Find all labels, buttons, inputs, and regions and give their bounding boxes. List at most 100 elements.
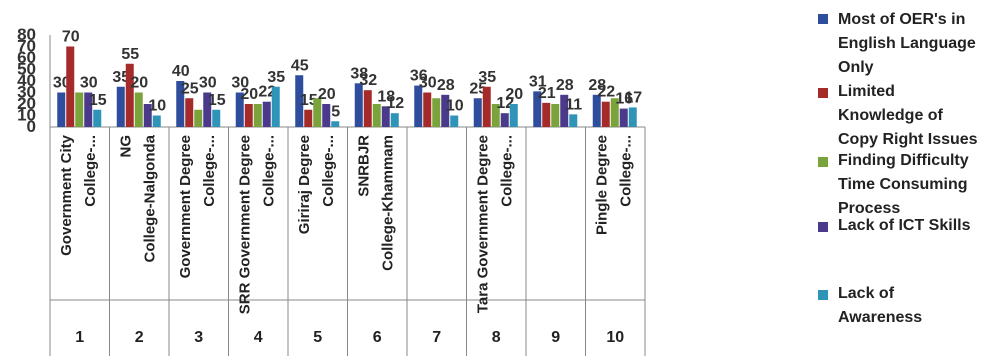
category-label-group: SRR Government Degree College-...: [236, 135, 277, 314]
data-label: 32: [359, 72, 377, 89]
y-tick-label: 20: [17, 94, 36, 113]
bar: [84, 92, 93, 127]
data-label: 20: [318, 86, 336, 103]
bar: [313, 98, 322, 127]
y-tick-label: 60: [17, 48, 36, 67]
bar: [134, 92, 143, 127]
legend-label: Limited Knowledge of Copy Right Issues: [838, 83, 978, 148]
bar: [560, 94, 569, 127]
data-label: 30: [231, 75, 249, 92]
bar: [363, 90, 372, 127]
data-label: 20: [130, 75, 148, 92]
data-label: 28: [588, 77, 606, 94]
y-tick-label: 10: [17, 106, 36, 125]
category-label: Giriraj Degree College-...: [296, 135, 337, 234]
bar: [194, 109, 203, 127]
bar: [482, 86, 491, 127]
data-label: 31: [529, 73, 547, 90]
legend-label: Lack of ICT Skills: [838, 217, 971, 234]
legend-swatch: [818, 157, 828, 167]
data-label: 45: [291, 57, 309, 74]
bar: [176, 81, 185, 127]
category-label-group: SNRBJR College-Khammam: [355, 135, 396, 271]
data-label: 25: [181, 80, 199, 97]
bar: [244, 104, 253, 127]
bar: [500, 113, 509, 127]
data-label: 38: [350, 65, 368, 82]
category-number: 10: [606, 329, 624, 346]
data-label: 30: [199, 75, 217, 92]
bar: [601, 101, 610, 127]
data-label: 11: [565, 96, 582, 113]
bar: [491, 104, 500, 127]
bar: [542, 102, 551, 127]
category-number: 6: [373, 329, 382, 346]
data-label: 36: [410, 68, 428, 85]
bar: [628, 107, 637, 127]
data-label: 16: [615, 91, 633, 108]
bar: [235, 92, 244, 127]
category-number: 2: [135, 329, 144, 346]
y-tick-label: 30: [17, 83, 36, 102]
y-tick-label: 0: [27, 117, 36, 136]
category-label: Tara Government Degree College-...: [474, 135, 515, 313]
bar: [551, 104, 560, 127]
bar: [432, 98, 441, 127]
category-number: 7: [432, 329, 441, 346]
data-label: 18: [377, 88, 395, 105]
bar: [381, 106, 390, 127]
bar: [372, 104, 381, 127]
category-number: 9: [551, 329, 560, 346]
y-tick-label: 50: [17, 60, 36, 79]
bar: [262, 101, 271, 127]
data-label: 20: [505, 86, 523, 103]
legend-label: Most of OER's in English Language Only: [838, 11, 976, 76]
bar: [592, 94, 601, 127]
category-number: 1: [75, 329, 84, 346]
bar: [322, 104, 331, 127]
category-label-group: NG College-Nalgonda: [117, 134, 158, 262]
data-label: 30: [419, 75, 437, 92]
data-label: 22: [597, 84, 615, 101]
bar: [569, 114, 578, 127]
data-label: 28: [556, 77, 574, 94]
data-label: 12: [386, 95, 404, 112]
bar: [331, 121, 340, 127]
bar: [509, 104, 518, 127]
data-label: 15: [208, 92, 226, 109]
legend: Most of OER's in English Language Only Limi…: [818, 11, 978, 326]
y-tick-label: 70: [17, 37, 36, 56]
y-tick-label: 80: [17, 25, 36, 44]
legend-swatch: [818, 290, 828, 300]
bar: [533, 91, 542, 127]
bar: [295, 75, 304, 127]
legend-swatch: [818, 88, 828, 98]
data-label: 5: [331, 103, 340, 120]
bar: [125, 63, 134, 127]
data-label: 40: [172, 63, 190, 80]
bar: [473, 98, 482, 127]
data-label: 70: [62, 29, 80, 46]
bar: [57, 92, 66, 127]
category-label: Government Degree College-...: [177, 135, 218, 278]
category-label-group: Government Degree College-...: [177, 135, 218, 278]
bar: [93, 109, 102, 127]
category-number: 8: [492, 329, 501, 346]
data-label: 35: [478, 69, 496, 86]
data-label: 15: [89, 92, 107, 109]
data-label: 35: [267, 69, 285, 86]
data-label: 20: [240, 86, 258, 103]
bar: [390, 113, 399, 127]
bar: [610, 98, 619, 127]
category-label-group: Giriraj Degree College-...: [296, 135, 337, 234]
data-label: 10: [148, 98, 166, 115]
bar: [185, 98, 194, 127]
data-label: 30: [80, 75, 98, 92]
data-label: 17: [624, 89, 642, 106]
legend-swatch: [818, 14, 828, 24]
data-label: 10: [446, 98, 464, 115]
bar: [450, 115, 459, 127]
bar: [304, 109, 313, 127]
